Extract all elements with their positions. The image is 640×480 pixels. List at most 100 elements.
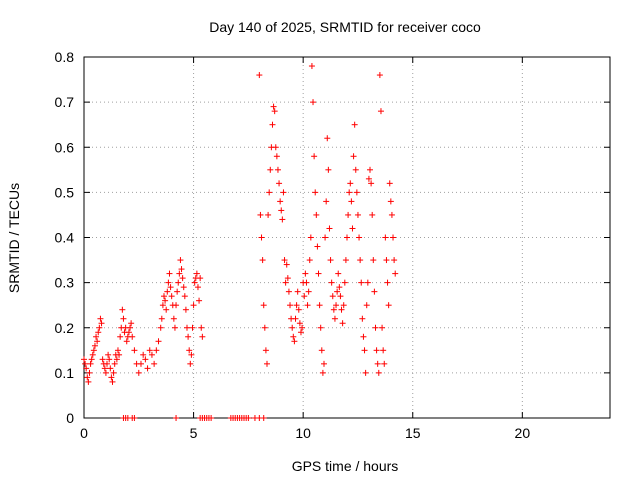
data-point — [90, 347, 97, 354]
data-point — [260, 302, 267, 309]
data-point — [174, 288, 181, 295]
axes: 0 5 10 15 20 0 0.1 0.2 0.3 0.4 0.5 0.6 0.7 0.8 — [55, 49, 610, 441]
data-point — [323, 198, 330, 205]
data-point — [94, 338, 101, 345]
x-tick-label: 5 — [190, 425, 198, 441]
data-point — [109, 378, 116, 385]
data-point — [108, 374, 115, 381]
data-point — [194, 284, 201, 291]
data-point — [170, 315, 177, 322]
zero-data-point — [173, 415, 180, 421]
data-point — [177, 257, 184, 264]
data-point — [164, 288, 171, 295]
data-point — [175, 279, 182, 286]
data-point — [303, 279, 310, 286]
y-tick-label: 0.7 — [55, 94, 75, 110]
data-point — [128, 320, 135, 327]
data-point — [127, 324, 134, 331]
data-point — [176, 270, 183, 277]
zero-data-point — [260, 415, 267, 421]
data-point — [119, 306, 126, 313]
data-point — [373, 347, 380, 354]
data-point — [376, 72, 383, 79]
data-point — [106, 356, 113, 363]
data-point — [198, 324, 205, 331]
y-tick-label: 0.4 — [55, 230, 75, 246]
data-point — [312, 189, 319, 196]
data-point — [85, 378, 92, 385]
data-point — [344, 234, 350, 241]
data-point — [346, 189, 353, 196]
data-point — [361, 347, 368, 354]
data-point — [308, 63, 315, 70]
data-point — [163, 306, 170, 313]
data-point — [89, 351, 96, 358]
data-point — [171, 324, 178, 331]
data-point — [267, 166, 274, 173]
y-tick-label: 0.3 — [55, 275, 75, 291]
y-tick-label: 0 — [66, 410, 74, 426]
data-point — [315, 270, 322, 277]
zero-data-point — [131, 415, 138, 421]
data-point — [280, 189, 287, 196]
data-point — [197, 275, 204, 282]
data-point — [81, 356, 87, 363]
data-point — [179, 275, 186, 282]
data-point — [381, 360, 388, 367]
data-point — [148, 351, 155, 358]
data-point — [168, 293, 175, 300]
data-point — [190, 302, 197, 309]
data-point — [193, 270, 200, 277]
data-point — [116, 351, 123, 358]
y-tick-label: 0.2 — [55, 320, 75, 336]
data-point — [180, 284, 187, 291]
data-point — [264, 360, 271, 367]
zero-data-point — [208, 415, 215, 421]
data-point — [341, 279, 348, 286]
data-point — [274, 166, 281, 173]
data-point — [282, 279, 289, 286]
data-point — [380, 347, 387, 354]
data-point — [350, 153, 357, 160]
data-point — [162, 297, 169, 304]
data-point — [279, 216, 286, 223]
data-point — [367, 166, 374, 173]
data-point — [316, 302, 323, 309]
data-point — [284, 275, 291, 282]
data-point — [105, 351, 112, 358]
data-point — [295, 306, 302, 313]
data-point — [364, 279, 371, 286]
data-point — [347, 180, 354, 187]
data-point — [320, 360, 327, 367]
data-point — [384, 279, 391, 286]
data-point — [319, 369, 326, 376]
data-point — [84, 374, 91, 381]
data-point — [371, 288, 378, 295]
data-point — [383, 257, 390, 264]
data-point — [137, 360, 144, 367]
data-point — [283, 261, 290, 268]
data-point — [329, 293, 336, 300]
data-point — [301, 293, 308, 300]
data-point — [153, 347, 160, 354]
data-point — [167, 284, 174, 291]
data-point — [353, 189, 360, 196]
data-point — [369, 211, 376, 218]
data-point — [356, 234, 363, 241]
data-point — [375, 369, 382, 376]
data-point — [140, 351, 147, 358]
data-point — [166, 270, 173, 277]
x-tick-label: 15 — [405, 425, 421, 441]
y-axis-label: SRMTID / TECUs — [6, 183, 22, 293]
data-point — [294, 288, 301, 295]
data-point — [370, 257, 377, 264]
data-point — [178, 266, 185, 273]
data-point — [306, 257, 313, 264]
data-point — [107, 365, 114, 372]
data-point — [291, 338, 298, 345]
data-point — [93, 333, 100, 340]
data-point — [382, 234, 389, 241]
data-point — [135, 369, 142, 376]
